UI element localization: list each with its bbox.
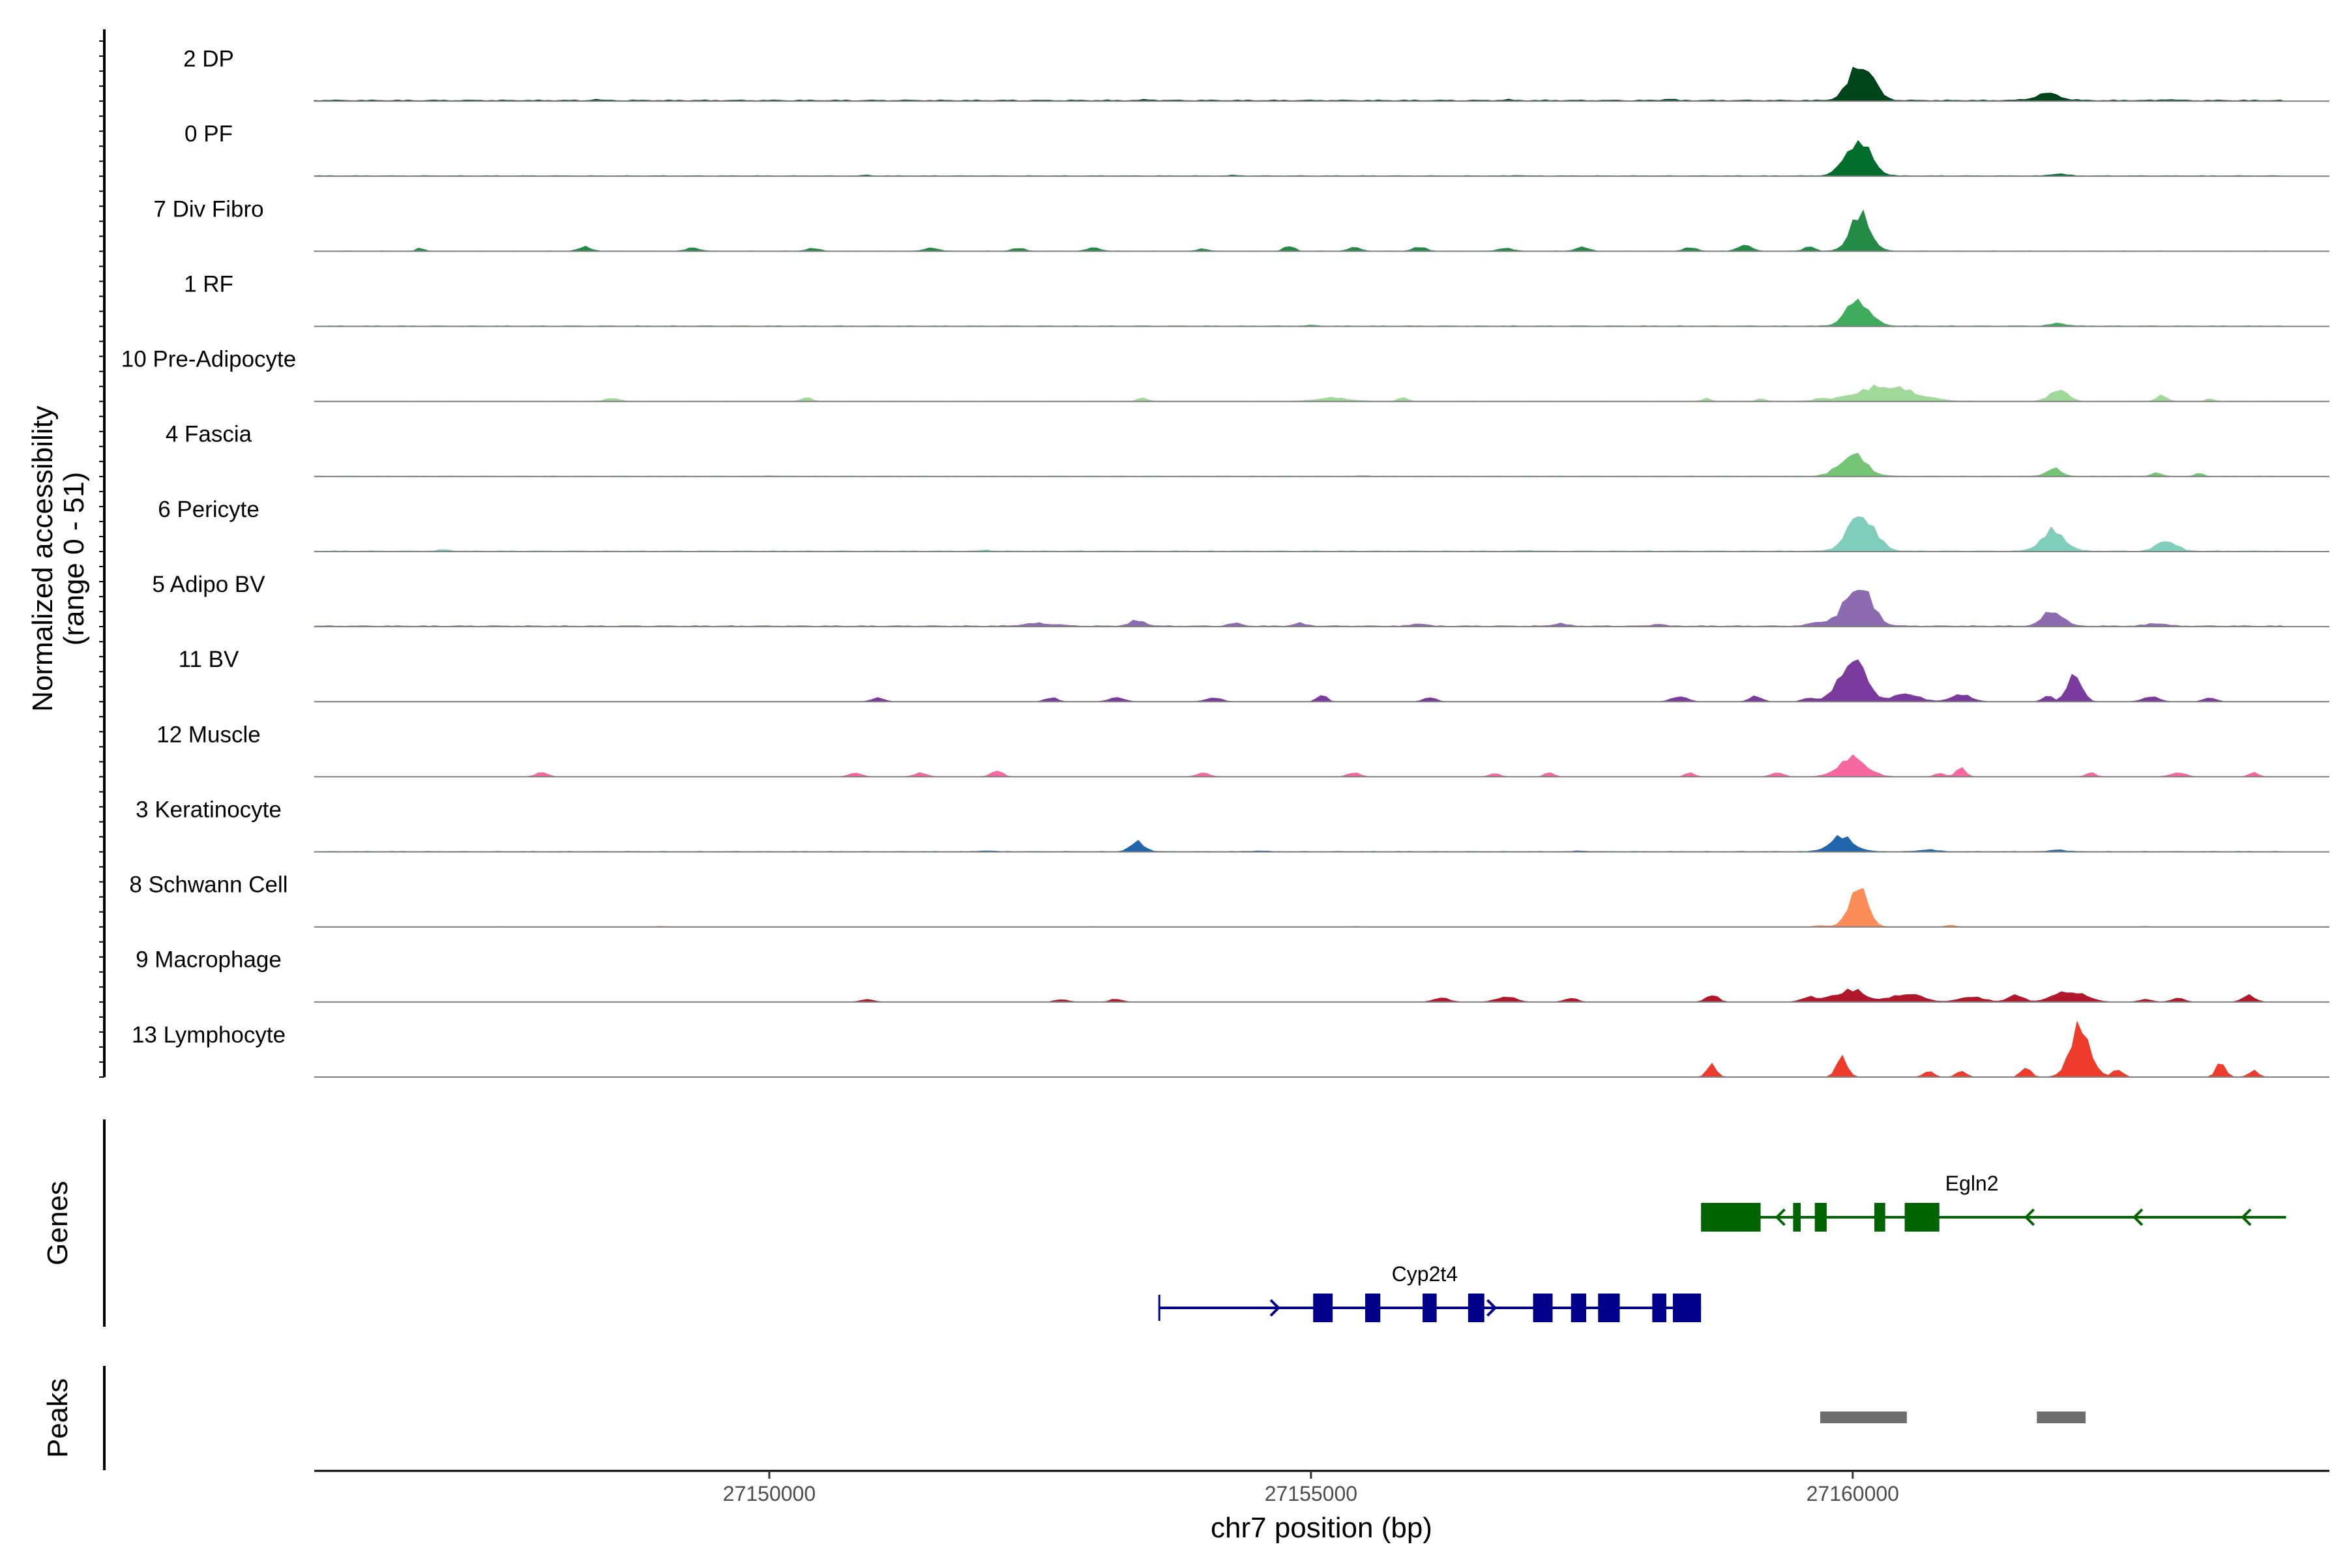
coverage-area xyxy=(314,298,2284,327)
gene-label: Egln2 xyxy=(1945,1172,1999,1195)
gene-exon xyxy=(1365,1294,1381,1322)
gene-exon xyxy=(1793,1203,1801,1232)
track-label: 10 Pre-Adipocyte xyxy=(121,347,296,372)
track-label: 13 Lymphocyte xyxy=(132,1022,286,1048)
gene-label: Cyp2t4 xyxy=(1392,1262,1458,1286)
gene-exon xyxy=(1533,1294,1553,1322)
peaks-track-title: Peaks xyxy=(42,1378,74,1458)
track-label: 8 Schwann Cell xyxy=(129,872,288,898)
strand-arrow xyxy=(2133,1208,2144,1226)
track-9: 11 BV xyxy=(179,647,2329,703)
peak-region xyxy=(1820,1412,1907,1423)
strand-arrow xyxy=(1775,1208,1786,1226)
track-label: 4 Fascia xyxy=(166,422,252,447)
genes-track: Egln2 Cyp2t4 xyxy=(1158,1172,2286,1322)
gene-exon xyxy=(1672,1294,1702,1322)
genes-track-title: Genes xyxy=(42,1181,74,1265)
gene-exon xyxy=(1904,1203,1940,1232)
x-axis-ticks: 27150000 27155000 27160000 xyxy=(723,1471,1899,1505)
track-label: 7 Div Fibro xyxy=(153,196,263,222)
track-label: 3 Keratinocyte xyxy=(136,797,282,822)
track-label: 5 Adipo BV xyxy=(152,572,265,597)
coverage-area xyxy=(314,140,2284,177)
track-label: 12 Muscle xyxy=(156,722,261,747)
strand-arrow xyxy=(2241,1208,2252,1226)
track-14: 13 Lymphocyte xyxy=(132,1020,2329,1078)
track-label: 1 RF xyxy=(184,271,233,297)
gene-exon xyxy=(1874,1203,1885,1232)
strand-arrow xyxy=(1605,1299,1617,1317)
coverage-area xyxy=(314,659,2284,702)
strand-arrow xyxy=(1486,1299,1498,1317)
y-axis-subtitle: (range 0 - 51) xyxy=(58,472,90,646)
coverage-area xyxy=(314,67,2284,102)
track-label: 6 Pericyte xyxy=(158,497,259,522)
coverage-area xyxy=(314,384,2284,402)
track-6: 4 Fascia xyxy=(166,422,2329,477)
coverage-area xyxy=(314,754,2284,777)
track-label: 11 BV xyxy=(179,647,239,672)
gene-exon xyxy=(1701,1203,1761,1232)
gene-cyp2t4: Cyp2t4 xyxy=(1158,1262,1702,1322)
x-axis-title: chr7 position (bp) xyxy=(1211,1512,1432,1544)
coverage-area xyxy=(314,589,2284,627)
x-tick-label: 27160000 xyxy=(1807,1482,1899,1505)
strand-arrow xyxy=(1269,1299,1280,1317)
y-axis-title: Normalized accessibility xyxy=(27,406,59,711)
track-7: 6 Pericyte xyxy=(158,497,2329,552)
peaks-track xyxy=(1820,1412,2086,1423)
gene-exon xyxy=(1652,1294,1666,1322)
gene-exon xyxy=(1313,1294,1333,1322)
track-label: 0 PF xyxy=(185,121,233,147)
coverage-area xyxy=(314,1020,2284,1078)
track-10: 12 Muscle xyxy=(156,722,2329,778)
coverage-tracks: 2 DP 0 PF 7 Div Fibro 1 RF 10 Pre-Adipocyte 4… xyxy=(121,46,2329,1078)
coverage-area xyxy=(314,888,2284,928)
track-label: 2 DP xyxy=(183,46,234,72)
strand-arrow xyxy=(2024,1208,2035,1226)
coverage-area xyxy=(314,835,2284,853)
track-4: 1 RF xyxy=(184,271,2329,327)
x-tick-label: 27150000 xyxy=(723,1482,816,1505)
coverage-area xyxy=(314,516,2284,552)
track-5: 10 Pre-Adipocyte xyxy=(121,347,2329,402)
track-2: 0 PF xyxy=(185,121,2329,177)
gene-exon xyxy=(1468,1294,1484,1322)
gene-exon xyxy=(1814,1203,1827,1232)
coverage-area xyxy=(314,452,2284,477)
track-12: 8 Schwann Cell xyxy=(129,872,2329,928)
track-11: 3 Keratinocyte xyxy=(136,797,2329,853)
track-13: 9 Macrophage xyxy=(136,947,2329,1003)
track-1: 2 DP xyxy=(183,46,2329,102)
coverage-area xyxy=(314,209,2284,252)
coverage-area xyxy=(314,988,2284,1003)
track-8: 5 Adipo BV xyxy=(152,572,2329,628)
gene-exon xyxy=(1598,1294,1620,1322)
gene-exon xyxy=(1423,1294,1437,1322)
track-label: 9 Macrophage xyxy=(136,947,282,973)
coverage-axis xyxy=(99,29,106,1078)
peak-region xyxy=(2037,1412,2086,1423)
gene-egln2: Egln2 xyxy=(1701,1172,2286,1232)
x-tick-label: 27155000 xyxy=(1265,1482,1357,1505)
gene-exon xyxy=(1571,1294,1586,1322)
track-3: 7 Div Fibro xyxy=(153,196,2329,252)
